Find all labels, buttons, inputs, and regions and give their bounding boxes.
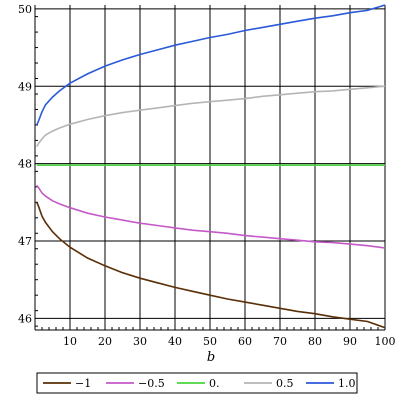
- x-tick-label: 70: [273, 335, 287, 348]
- x-tick-label: 10: [63, 335, 77, 348]
- y-tick-label: 49: [18, 80, 32, 93]
- x-tick-label: 40: [168, 335, 182, 348]
- series-line-3: [36, 85, 386, 147]
- x-tick-label: 20: [98, 335, 112, 348]
- x-tick-label: 100: [375, 335, 396, 348]
- series-line-1: [36, 184, 386, 249]
- tick-labels: 10 20 30 40 50 60 70 80 90 100 46 47 48 49 50: [18, 3, 396, 348]
- x-tick-label: 30: [133, 335, 147, 348]
- axes: [34, 5, 385, 331]
- x-tick-label: 80: [308, 335, 322, 348]
- legend-label-1: −0.5: [138, 377, 165, 390]
- series-line-4: [36, 4, 386, 126]
- x-tick-label: 90: [343, 335, 357, 348]
- y-tick-label: 47: [18, 235, 32, 248]
- x-tick-label: 50: [203, 335, 217, 348]
- legend-label-2: 0.: [209, 377, 220, 390]
- grid: [35, 5, 386, 330]
- legend-label-0: −1: [75, 377, 91, 390]
- legend-label-4: 1.0: [338, 377, 356, 390]
- x-axis-title: b: [207, 350, 215, 365]
- series-lines: [36, 4, 386, 329]
- legend-label-3: 0.5: [276, 377, 294, 390]
- y-tick-label: 46: [18, 312, 32, 325]
- legend: −1 −0.5 0. 0.5 1.0: [36, 372, 358, 394]
- x-tick-label: 60: [238, 335, 252, 348]
- y-tick-label: 48: [18, 158, 32, 171]
- y-tick-label: 50: [18, 3, 32, 16]
- series-line-0: [36, 201, 386, 329]
